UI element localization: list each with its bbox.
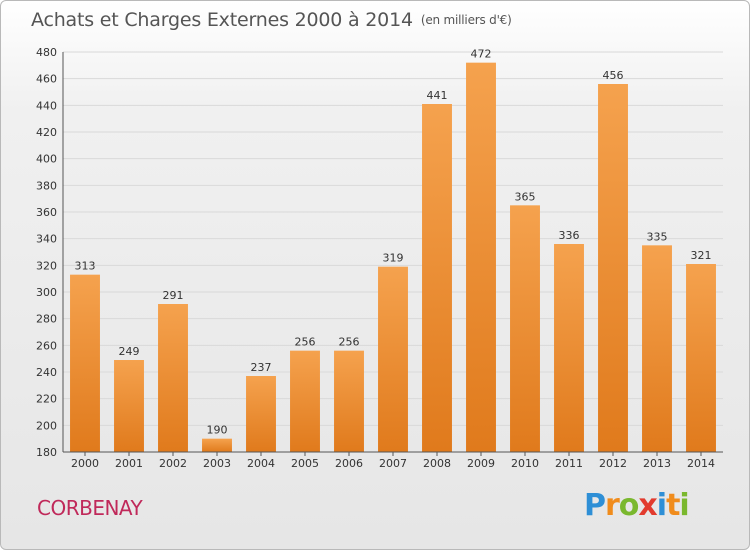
y-tick-label: 340 — [36, 233, 57, 246]
value-labels: 313 249 291 190 237 256 256 319 441 472 365 336 456 3… — [75, 48, 712, 437]
value-label: 335 — [647, 230, 668, 243]
x-tick-label: 2010 — [511, 457, 539, 470]
logo-letter: x — [638, 488, 657, 523]
x-tick-label: 2013 — [643, 457, 671, 470]
chart-unit: (en milliers d'€) — [420, 13, 512, 27]
logo-letter: i — [679, 488, 689, 523]
x-tick-label: 2008 — [423, 457, 451, 470]
value-label: 256 — [295, 336, 316, 349]
bar — [202, 438, 232, 452]
value-label: 321 — [691, 249, 712, 262]
logo-letter: P — [584, 488, 606, 523]
x-tick-label: 2004 — [247, 457, 275, 470]
x-tick-label: 2002 — [159, 457, 187, 470]
y-tick-label: 420 — [36, 126, 57, 139]
chart-title-text: Achats et Charges Externes 2000 à 2014 — [31, 9, 413, 31]
y-tick-label: 300 — [36, 286, 57, 299]
y-tick-labels: 180 200 220 240 260 280 300 320 340 360 380 400 420 4… — [36, 46, 57, 459]
logo-letter: r — [605, 488, 620, 523]
y-tick-label: 180 — [36, 446, 57, 459]
y-tick-label: 280 — [36, 313, 57, 326]
x-tick-label: 2011 — [555, 457, 583, 470]
bar — [334, 350, 364, 452]
bar — [554, 244, 584, 452]
x-tick-labels: 2000 2001 2002 2003 2004 2005 2006 2007 2008 2009… — [71, 457, 715, 470]
bar — [686, 264, 716, 452]
y-tick-label: 220 — [36, 393, 57, 406]
value-label: 190 — [207, 424, 228, 437]
value-label: 313 — [75, 260, 96, 273]
value-label: 237 — [251, 361, 272, 374]
bar — [378, 266, 408, 452]
y-tick-label: 480 — [36, 46, 57, 59]
x-tick-label: 2012 — [599, 457, 627, 470]
bar — [114, 360, 144, 452]
value-label: 319 — [383, 252, 404, 265]
bar — [422, 104, 452, 452]
bar — [466, 62, 496, 453]
value-label: 336 — [559, 229, 580, 242]
y-tick-label: 460 — [36, 73, 57, 86]
location-name: CORBENAY — [37, 496, 143, 520]
bar — [510, 205, 540, 452]
bar — [598, 84, 628, 452]
value-label: 291 — [163, 289, 184, 302]
y-tick-label: 400 — [36, 153, 57, 166]
x-tick-label: 2009 — [467, 457, 495, 470]
value-label: 365 — [515, 190, 536, 203]
x-tick-label: 2003 — [203, 457, 231, 470]
x-tick-label: 2006 — [335, 457, 363, 470]
value-label: 256 — [339, 336, 360, 349]
x-tick-label: 2000 — [71, 457, 99, 470]
x-tick-label: 2001 — [115, 457, 143, 470]
logo-letter: i — [656, 488, 667, 523]
y-tick-label: 440 — [36, 99, 57, 112]
bar — [246, 376, 276, 452]
x-tick-label: 2005 — [291, 457, 319, 470]
axes — [62, 52, 723, 456]
y-tick-label: 200 — [36, 419, 57, 432]
value-label: 472 — [471, 48, 492, 61]
bar — [158, 304, 188, 452]
value-label: 456 — [603, 69, 624, 82]
bar — [290, 350, 320, 452]
x-tick-label: 2007 — [379, 457, 407, 470]
chart-title: Achats et Charges Externes 2000 à 2014 (e… — [31, 9, 512, 31]
y-tick-label: 360 — [36, 206, 57, 219]
logo-letter: o — [618, 488, 640, 523]
value-label: 441 — [427, 89, 448, 102]
y-tick-label: 260 — [36, 339, 57, 352]
logo-letter: t — [666, 488, 680, 523]
bar — [70, 274, 100, 452]
bar — [642, 245, 672, 452]
y-tick-label: 380 — [36, 179, 57, 192]
y-tick-label: 240 — [36, 366, 57, 379]
proxiti-logo: Proxiti — [584, 488, 690, 523]
bars — [70, 62, 716, 453]
x-tick-label: 2014 — [687, 457, 715, 470]
value-label: 249 — [119, 345, 140, 358]
y-tick-label: 320 — [36, 259, 57, 272]
